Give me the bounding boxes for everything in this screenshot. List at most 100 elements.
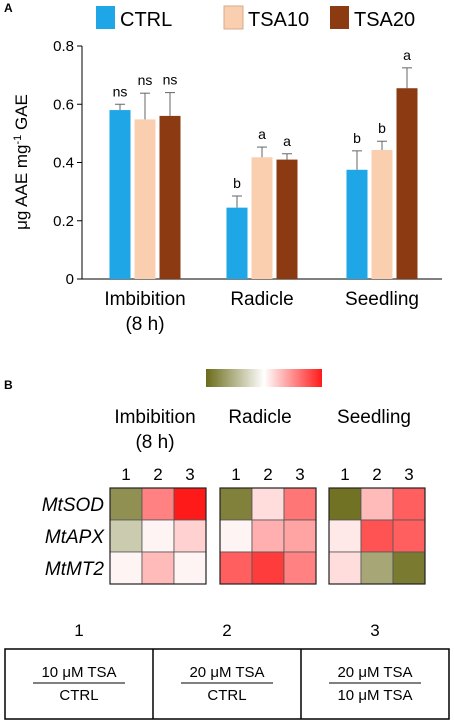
bar-tsa10 — [251, 157, 273, 279]
heatmap-group-title: Radicle — [228, 407, 291, 428]
y-axis-label: μg AAE mg-1 GAE — [12, 94, 31, 230]
comparison-number: 3 — [370, 621, 379, 640]
bar-tsa10 — [371, 149, 393, 279]
heatmap-cell — [283, 487, 317, 521]
significance-label: ns — [163, 72, 178, 88]
significance-label: a — [258, 126, 266, 142]
heatmap-cell — [360, 519, 394, 553]
heatmap-group-subtitle: (8 h) — [135, 432, 174, 453]
comparison-denominator: 10 μM TSA — [337, 687, 412, 704]
panel-b-label: B — [4, 378, 13, 392]
legend-label-tsa20: TSA20 — [354, 9, 415, 31]
heatmap-column-label: 2 — [372, 465, 381, 484]
comparison-number: 1 — [74, 621, 83, 640]
significance-label: ns — [113, 83, 128, 99]
comparison-numerator: 10 μM TSA — [41, 664, 116, 681]
heatmap-cell — [283, 519, 317, 553]
comparison-numerator: 20 μM TSA — [337, 664, 412, 681]
heatmap-cell — [251, 519, 285, 553]
significance-label: ns — [138, 72, 153, 88]
bar-tsa10 — [134, 119, 156, 280]
heatmap-cell — [392, 519, 426, 553]
heatmap-cell — [219, 551, 253, 585]
heatmap-column-label: 3 — [185, 465, 194, 484]
heatmap-cell — [141, 519, 175, 553]
heatmap-column-label: 3 — [295, 465, 304, 484]
y-tick-label: 0.8 — [53, 38, 74, 55]
heatmap-cell — [328, 519, 362, 553]
heatmap: Imbibition (8 h) 1 2 3 Radicle 1 2 3 Seedling 1 2 3 M… — [42, 407, 426, 585]
comparison-box — [4, 648, 450, 720]
heatmap-column-label: 2 — [263, 465, 272, 484]
bar-ctrl — [226, 207, 248, 279]
y-tick-label: 0.6 — [53, 96, 74, 113]
significance-label: b — [233, 175, 241, 191]
y-tick-label: 0.4 — [53, 155, 74, 172]
significance-label: b — [378, 120, 386, 136]
significance-label: a — [283, 133, 291, 149]
heatmap-cell — [392, 487, 426, 521]
comparison-denominator: CTRL — [207, 687, 246, 704]
legend-swatch-tsa10 — [223, 5, 244, 30]
color-scale-bar — [206, 369, 322, 387]
heatmap-cell — [173, 551, 207, 585]
x-category-label: Imbibition — [104, 289, 185, 310]
heatmap-cell — [251, 487, 285, 521]
heatmap-row-label: MtMT2 — [45, 559, 105, 580]
bar-tsa20 — [396, 88, 418, 279]
significance-label: a — [403, 47, 411, 63]
heatmap-block-border — [219, 487, 317, 585]
heatmap-group-title: Imbibition — [114, 407, 195, 428]
heatmap-row-label: MtSOD — [42, 495, 105, 516]
heatmap-group-title: Seedling — [337, 407, 411, 428]
legend-label-ctrl: CTRL — [120, 9, 172, 31]
comparison-number: 2 — [222, 621, 231, 640]
heatmap-cell — [283, 551, 317, 585]
heatmap-cell — [219, 487, 253, 521]
heatmap-cell — [328, 487, 362, 521]
heatmap-column-label: 2 — [153, 465, 162, 484]
heatmap-cell — [173, 487, 207, 521]
heatmap-cell — [360, 551, 394, 585]
heatmap-cell — [360, 487, 394, 521]
heatmap-row-label: MtAPX — [45, 527, 105, 548]
x-category-label: Radicle — [230, 289, 293, 310]
bar-ctrl — [346, 169, 368, 279]
heatmap-column-label: 1 — [121, 465, 130, 484]
y-tick-label: 0 — [66, 271, 74, 288]
comparison-legend: 1 10 μM TSA CTRL 2 20 μM TSA CTRL 3 20 μM TSA 10… — [4, 621, 450, 720]
heatmap-cell — [109, 487, 143, 521]
heatmap-cell — [109, 519, 143, 553]
heatmap-column-label: 1 — [340, 465, 349, 484]
heatmap-cell — [141, 551, 175, 585]
heatmap-cell — [328, 551, 362, 585]
y-axis-label-tail: GAE — [12, 94, 31, 135]
chart-legend: CTRL TSA10 TSA20 — [96, 5, 415, 31]
bar-tsa20 — [276, 159, 298, 279]
panel-a-label: A — [4, 1, 13, 15]
legend-swatch-ctrl — [96, 6, 115, 29]
y-tick-label: 0.2 — [53, 213, 74, 230]
x-category-label: Seedling — [345, 289, 419, 310]
comparison-denominator: CTRL — [59, 687, 98, 704]
y-axis-label-exponent: -1 — [12, 135, 24, 145]
legend-swatch-tsa20 — [330, 6, 349, 29]
significance-label: b — [353, 130, 361, 146]
heatmap-block-border — [109, 487, 207, 585]
legend-label-tsa10: TSA10 — [248, 9, 309, 31]
heatmap-cell — [109, 551, 143, 585]
bar-tsa20 — [159, 115, 181, 280]
heatmap-cell — [392, 551, 426, 585]
x-category-sublabel: (8 h) — [125, 314, 164, 335]
heatmap-cell — [173, 519, 207, 553]
comparison-numerator: 20 μM TSA — [189, 664, 264, 681]
heatmap-cell — [251, 551, 285, 585]
bar-ctrl — [109, 110, 131, 279]
heatmap-cell — [219, 519, 253, 553]
heatmap-block-border — [328, 487, 426, 585]
heatmap-cell — [141, 487, 175, 521]
heatmap-column-label: 3 — [404, 465, 413, 484]
heatmap-column-label: 1 — [231, 465, 240, 484]
